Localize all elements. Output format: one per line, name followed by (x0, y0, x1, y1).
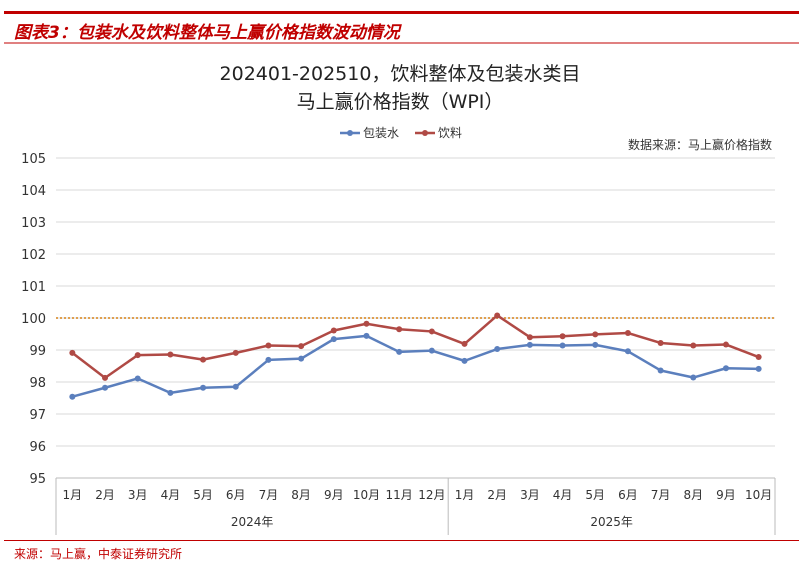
data-point (69, 393, 76, 400)
x-tick-label: 12月 (418, 488, 445, 502)
data-point (624, 330, 631, 337)
data-point (755, 354, 762, 361)
source-note: 来源：马上赢，中泰证券研究所 (14, 547, 183, 561)
data-point (232, 349, 239, 356)
data-point (722, 341, 729, 348)
data-point (265, 356, 272, 363)
legend-label: 包装水 (363, 126, 399, 140)
y-tick-label: 101 (21, 280, 46, 295)
series-line (71, 314, 760, 380)
x-tick-label: 4月 (553, 488, 573, 502)
data-point (559, 342, 566, 349)
x-tick-label: 5月 (585, 488, 605, 502)
x-tick-label: 11月 (386, 488, 413, 502)
data-point (592, 341, 599, 348)
data-point (461, 340, 468, 347)
chart-title-line: 202401-202510，饮料整体及包装水类目 (220, 63, 581, 85)
data-point (69, 349, 76, 356)
y-tick-label: 95 (29, 472, 46, 487)
data-point (624, 348, 631, 355)
chart-title-line: 马上赢价格指数（WPI） (297, 91, 504, 113)
x-tick-label: 7月 (259, 488, 279, 502)
legend-label: 饮料 (438, 126, 462, 140)
data-point (200, 356, 207, 363)
data-source-label: 数据来源：马上赢价格指数 (628, 137, 772, 152)
x-tick-label: 5月 (193, 488, 213, 502)
title-underline (4, 42, 799, 44)
data-point (330, 336, 337, 343)
data-point (396, 326, 403, 333)
header-rule (4, 11, 799, 14)
x-group-label: 2024年 (231, 515, 274, 529)
x-tick-label: 4月 (161, 488, 181, 502)
y-tick-label: 102 (21, 248, 46, 263)
x-tick-label: 1月 (63, 488, 83, 502)
data-point (526, 341, 533, 348)
data-point (298, 343, 305, 350)
data-point (690, 342, 697, 349)
data-point (428, 347, 435, 354)
y-tick-label: 100 (21, 312, 46, 327)
x-tick-label: 3月 (520, 488, 540, 502)
data-point (494, 312, 501, 319)
y-tick-label: 104 (21, 184, 46, 199)
x-tick-label: 6月 (226, 488, 246, 502)
data-point (363, 332, 370, 339)
data-point (298, 355, 305, 362)
data-point (657, 367, 664, 374)
data-point (722, 365, 729, 372)
data-point (167, 351, 174, 358)
data-point (526, 334, 533, 341)
data-point (167, 389, 174, 396)
x-tick-label: 9月 (324, 488, 344, 502)
x-tick-label: 2月 (95, 488, 115, 502)
data-point (200, 384, 207, 391)
x-tick-label: 10月 (745, 488, 772, 502)
y-tick-label: 99 (29, 344, 46, 359)
data-point (102, 374, 109, 381)
data-point (330, 327, 337, 334)
x-tick-label: 7月 (651, 488, 671, 502)
x-tick-label: 2月 (487, 488, 507, 502)
data-point (134, 375, 141, 382)
data-point (461, 357, 468, 364)
data-point (592, 331, 599, 338)
data-point (232, 383, 239, 390)
data-point (102, 384, 109, 391)
x-tick-label: 3月 (128, 488, 148, 502)
data-point (755, 365, 762, 372)
legend-marker (422, 130, 428, 136)
y-tick-label: 98 (29, 376, 46, 391)
series-line (72, 334, 759, 398)
data-point (494, 346, 501, 353)
x-group-label: 2025年 (590, 515, 633, 529)
footer-rule (4, 540, 799, 541)
data-point (428, 328, 435, 335)
data-point (690, 374, 697, 381)
x-tick-label: 8月 (291, 488, 311, 502)
x-tick-label: 9月 (716, 488, 736, 502)
y-tick-label: 97 (29, 408, 46, 423)
figure-title: 图表3：包装水及饮料整体马上赢价格指数波动情况 (14, 23, 400, 43)
data-point (134, 352, 141, 359)
x-tick-label: 1月 (455, 488, 475, 502)
y-tick-label: 105 (21, 152, 46, 167)
data-point (657, 339, 664, 346)
legend-marker (347, 130, 353, 136)
x-tick-label: 6月 (618, 488, 638, 502)
data-point (559, 333, 566, 340)
x-tick-label: 10月 (353, 488, 380, 502)
data-point (396, 348, 403, 355)
data-point (363, 320, 370, 327)
data-point (265, 342, 272, 349)
y-tick-label: 96 (29, 440, 46, 455)
y-tick-label: 103 (21, 216, 46, 231)
x-tick-label: 8月 (683, 488, 703, 502)
